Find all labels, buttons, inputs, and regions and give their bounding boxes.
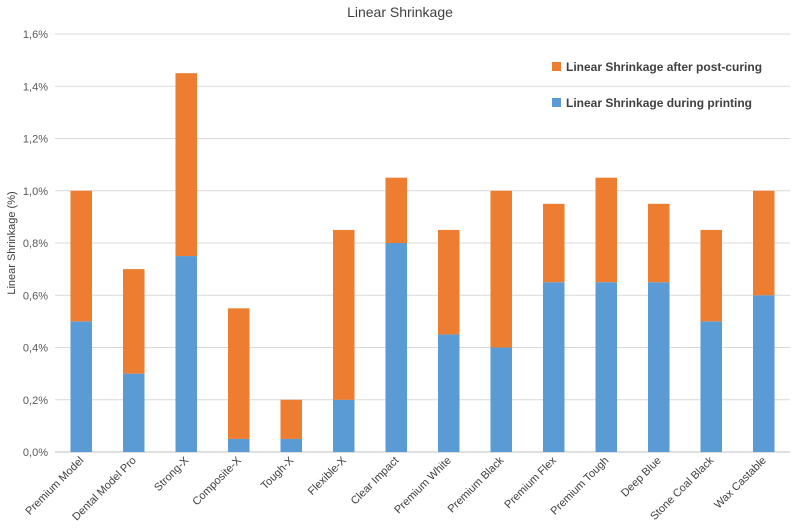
bar-printing-13 xyxy=(752,295,775,452)
x-tick-label: Deep Blue xyxy=(619,455,664,500)
x-tick-label: Composite-X xyxy=(190,454,244,508)
bar-post-curing-13 xyxy=(752,190,775,296)
y-axis-ticks: 0,0% 0,2% 0,4% 0,6% 0,8% 1,0% 1,2% 1,4% 1,6% xyxy=(23,29,48,459)
y-axis-title: Linear Shrinkage (%) xyxy=(6,191,18,294)
x-tick-label: Premium Tough xyxy=(549,455,612,518)
y-tick-label: 0,6% xyxy=(23,290,48,302)
x-tick-label: Wax Castable xyxy=(712,455,769,512)
bar-printing-6 xyxy=(385,243,408,452)
bar-post-curing-9 xyxy=(542,203,565,283)
bar-printing-9 xyxy=(542,282,565,452)
x-tick-label: Premium Flex xyxy=(502,454,559,511)
y-tick-label: 0,4% xyxy=(23,343,48,355)
bar-printing-1 xyxy=(122,373,145,452)
y-tick-label: 0,2% xyxy=(23,395,48,407)
x-tick-label: Flexible-X xyxy=(306,454,350,498)
bar-printing-0 xyxy=(70,321,93,452)
bar-post-curing-12 xyxy=(700,229,723,322)
bar-post-curing-3 xyxy=(227,308,250,439)
legend-swatch xyxy=(552,62,561,71)
bars xyxy=(70,73,775,452)
legend: Linear Shrinkage after post-curing Linear… xyxy=(552,60,762,110)
bar-printing-11 xyxy=(647,282,670,452)
bar-printing-5 xyxy=(332,399,355,452)
y-tick-label: 0,0% xyxy=(23,447,48,459)
bar-printing-4 xyxy=(280,438,303,452)
bar-post-curing-7 xyxy=(437,229,460,335)
x-tick-label: Premium Black xyxy=(446,454,507,515)
y-tick-label: 1,0% xyxy=(23,186,48,198)
bar-post-curing-2 xyxy=(175,73,198,257)
y-tick-label: 1,6% xyxy=(23,29,48,41)
bar-printing-8 xyxy=(490,347,513,452)
bar-post-curing-0 xyxy=(70,190,93,322)
legend-label: Linear Shrinkage during printing xyxy=(566,96,752,110)
bar-post-curing-1 xyxy=(122,269,145,374)
bar-post-curing-10 xyxy=(595,177,618,283)
chart-title: Linear Shrinkage xyxy=(347,4,453,20)
legend-label: Linear Shrinkage after post-curing xyxy=(566,60,762,74)
bar-printing-3 xyxy=(227,438,250,452)
y-tick-label: 0,8% xyxy=(23,238,48,250)
bar-printing-2 xyxy=(175,256,198,452)
bar-post-curing-8 xyxy=(490,190,513,348)
x-tick-label: Tough-X xyxy=(259,454,297,492)
bar-post-curing-11 xyxy=(647,203,670,283)
y-tick-label: 1,4% xyxy=(23,81,48,93)
bar-printing-7 xyxy=(437,334,460,452)
bar-printing-10 xyxy=(595,282,618,452)
y-tick-label: 1,2% xyxy=(23,134,48,146)
bar-printing-12 xyxy=(700,321,723,452)
bar-post-curing-4 xyxy=(280,399,303,439)
x-tick-label: Strong-X xyxy=(152,454,192,494)
bar-post-curing-5 xyxy=(332,229,355,400)
x-tick-label: Clear Impact xyxy=(349,455,402,508)
bar-post-curing-6 xyxy=(385,177,408,243)
legend-swatch xyxy=(552,98,561,107)
